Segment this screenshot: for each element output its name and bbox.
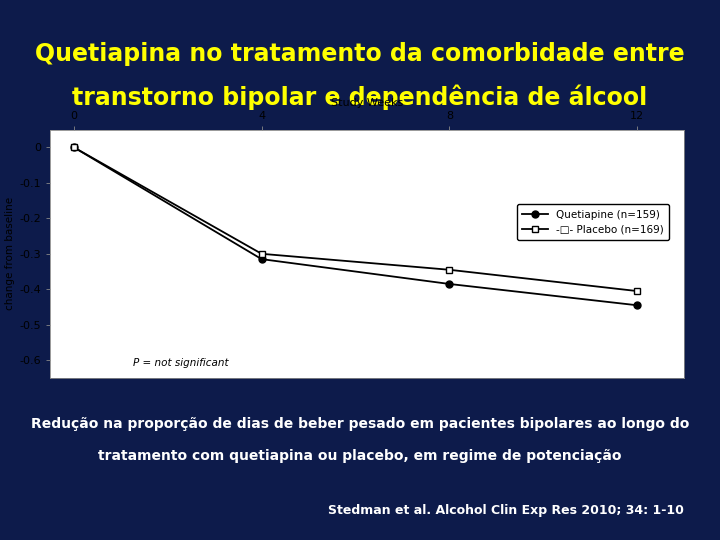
Quetiapine (n=159): [445, 281, 454, 287]
Quetiapine (n=159): [257, 256, 266, 262]
Text: Stedman et al. Alcohol Clin Exp Res 2010; 34: 1-10: Stedman et al. Alcohol Clin Exp Res 2010…: [328, 504, 684, 517]
Placebo (n=169): [257, 251, 266, 257]
Line: Placebo (n=169): Placebo (n=169): [71, 144, 641, 294]
Placebo (n=169): [445, 267, 454, 273]
Quetiapine (n=159): [633, 302, 642, 308]
Placebo (n=169): [633, 288, 642, 294]
Line: Quetiapine (n=159): Quetiapine (n=159): [71, 144, 641, 309]
Text: Quetiapina no tratamento da comorbidade entre: Quetiapina no tratamento da comorbidade …: [35, 42, 685, 66]
Text: Redução na proporção de dias de beber pesado em pacientes bipolares ao longo do: Redução na proporção de dias de beber pe…: [31, 417, 689, 431]
Legend: Quetiapine (n=159), -□- Placebo (n=169): Quetiapine (n=159), -□- Placebo (n=169): [517, 204, 670, 240]
Y-axis label: Least squares mean
change from baseline: Least squares mean change from baseline: [0, 197, 15, 310]
X-axis label: Study Weeks: Study Weeks: [331, 98, 403, 109]
Text: tratamento com quetiapina ou placebo, em regime de potenciação: tratamento com quetiapina ou placebo, em…: [98, 449, 622, 463]
Quetiapine (n=159): [70, 144, 78, 151]
Placebo (n=169): [70, 144, 78, 151]
Text: P = not significant: P = not significant: [132, 358, 228, 368]
Text: transtorno bipolar e dependência de álcool: transtorno bipolar e dependência de álco…: [73, 84, 647, 110]
